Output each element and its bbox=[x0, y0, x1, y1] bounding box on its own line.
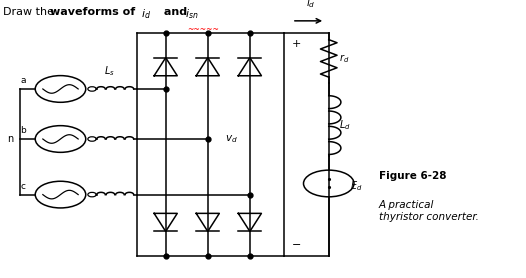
Text: $L_s$: $L_s$ bbox=[104, 64, 115, 78]
Text: Draw the: Draw the bbox=[3, 7, 57, 17]
Text: ~~~~~: ~~~~~ bbox=[187, 25, 219, 34]
Text: −: − bbox=[292, 240, 301, 250]
Text: $i_{sn}$: $i_{sn}$ bbox=[185, 7, 199, 21]
Text: a: a bbox=[21, 76, 26, 85]
Text: A practical
thyristor converter.: A practical thyristor converter. bbox=[379, 200, 479, 222]
Text: $r_d$: $r_d$ bbox=[339, 52, 350, 65]
Text: Figure 6-28: Figure 6-28 bbox=[379, 171, 446, 181]
Text: n: n bbox=[7, 134, 13, 144]
Text: $i_d$: $i_d$ bbox=[306, 0, 315, 10]
Text: $v_d$: $v_d$ bbox=[225, 133, 238, 145]
Text: b: b bbox=[20, 126, 26, 135]
Text: and: and bbox=[160, 7, 191, 17]
Text: $i_d$: $i_d$ bbox=[138, 7, 151, 21]
Text: c: c bbox=[21, 182, 26, 191]
Text: waveforms of: waveforms of bbox=[50, 7, 135, 17]
Text: $L_d$: $L_d$ bbox=[339, 118, 351, 132]
Text: +: + bbox=[292, 39, 301, 49]
Text: $E_d$: $E_d$ bbox=[350, 179, 362, 193]
